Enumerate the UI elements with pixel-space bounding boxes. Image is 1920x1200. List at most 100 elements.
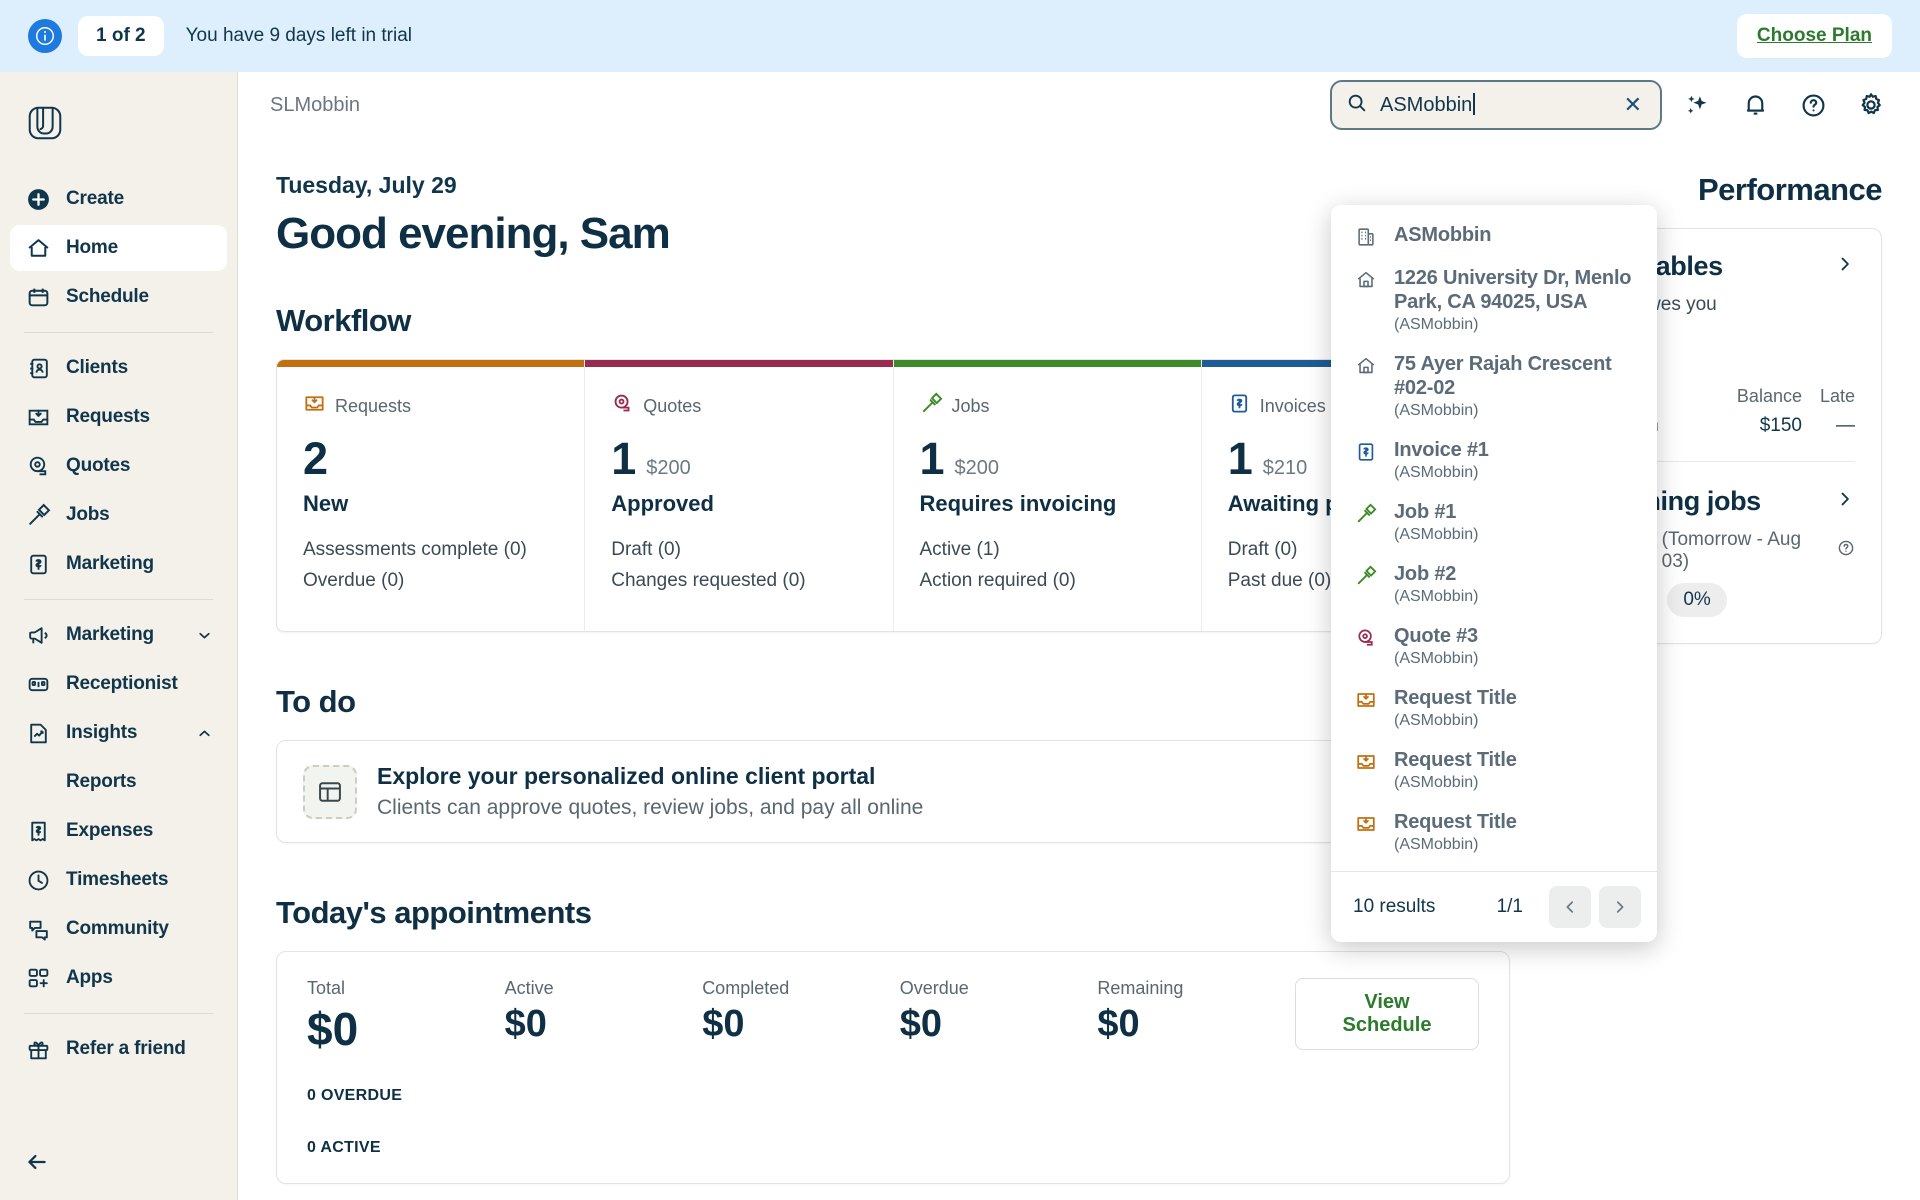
search-result-item[interactable]: Job #2 (ASMobbin)	[1331, 553, 1657, 615]
choose-plan-button[interactable]: Choose Plan	[1736, 14, 1892, 58]
help-circle-icon[interactable]	[1837, 539, 1855, 563]
sidebar-item-invoices[interactable]: Marketing	[10, 541, 227, 587]
todo-description: Clients can approve quotes, review jobs,…	[377, 796, 924, 819]
result-subtitle: (ASMobbin)	[1394, 774, 1479, 791]
chevron-up-icon[interactable]	[196, 725, 213, 742]
card-sub-line[interactable]: Past due (0)	[1227, 570, 1332, 591]
app-logo[interactable]	[0, 86, 237, 173]
card-count: 2	[303, 433, 329, 484]
stat-value: $0	[899, 1003, 943, 1045]
sidebar-item-label: Community	[66, 918, 169, 939]
sidebar-item-home[interactable]: Home	[10, 225, 227, 271]
search-result-item[interactable]: Request Title (ASMobbin)	[1331, 801, 1657, 863]
clock-icon	[24, 866, 52, 894]
sidebar-item-label: Receptionist	[66, 673, 178, 694]
card-label: Invoices	[1259, 395, 1326, 416]
result-subtitle: (ASMobbin)	[1394, 464, 1479, 481]
sidebar-item-community[interactable]: Community	[10, 906, 227, 952]
card-sub-line[interactable]: Draft (0)	[611, 539, 681, 560]
sidebar-item-requests[interactable]: Requests	[10, 394, 227, 440]
workflow-card-requests[interactable]: Requests 2 New Assessments complete (0) …	[277, 360, 586, 631]
stat-label: Remaining	[1097, 978, 1184, 998]
card-count: 1	[1227, 433, 1253, 484]
search-result-item[interactable]: Job #1 (ASMobbin)	[1331, 491, 1657, 553]
sidebar-item-label: Create	[66, 188, 124, 209]
hammer-icon	[24, 501, 52, 529]
search-result-item[interactable]: Invoice #1 (ASMobbin)	[1331, 429, 1657, 491]
tape-measure-icon	[1353, 624, 1379, 649]
home-icon	[24, 234, 52, 262]
search-result-item[interactable]: 1226 University Dr, Menlo Park, CA 94025…	[1331, 257, 1657, 343]
result-title: 1226 University Dr, Menlo Park, CA 94025…	[1394, 267, 1632, 313]
ai-sparkle-icon[interactable]	[1674, 82, 1720, 128]
chevron-right-icon[interactable]	[1835, 254, 1855, 279]
chevron-down-icon[interactable]	[196, 627, 213, 644]
sidebar-item-marketing[interactable]: Marketing Marketing	[10, 612, 227, 658]
sidebar-item-label: Expenses	[66, 820, 154, 841]
sidebar-item-refer-a-friend[interactable]: Refer a friend	[10, 1026, 227, 1072]
sidebar-item-create[interactable]: Create	[10, 176, 227, 222]
appointment-stat-completed: Completed $0	[702, 978, 900, 1045]
search-result-item[interactable]: ASMobbin	[1331, 205, 1657, 257]
card-sub-line[interactable]: Draft (0)	[1227, 539, 1298, 560]
card-sub-line[interactable]: Action required (0)	[919, 570, 1076, 591]
search-result-item[interactable]: Quote #3 (ASMobbin)	[1331, 615, 1657, 677]
text-caret	[1473, 93, 1475, 115]
result-subtitle: (ASMobbin)	[1394, 650, 1479, 667]
column-header-late: Late	[1819, 386, 1855, 406]
search-result-item[interactable]: 75 Ayer Rajah Crescent #02-02 (ASMobbin)	[1331, 343, 1657, 429]
sidebar-item-apps[interactable]: Apps	[10, 955, 227, 1001]
greeting-heading: Good evening, Sam	[276, 209, 671, 258]
sidebar-item-label: Reports	[66, 771, 137, 792]
sidebar-item-reports[interactable]: Reports	[10, 759, 227, 805]
sidebar-divider	[24, 1013, 213, 1014]
sidebar-item-expenses[interactable]: Expenses	[10, 808, 227, 854]
next-page-button[interactable]	[1599, 886, 1641, 928]
hammer-icon	[920, 392, 943, 420]
appointments-section-title: Today's appointments	[276, 895, 592, 930]
result-title: Job #1	[1394, 501, 1457, 523]
sidebar-item-jobs[interactable]: Jobs	[10, 492, 227, 538]
sidebar-item-label: Timesheets	[66, 869, 169, 890]
help-circle-icon[interactable]	[1790, 82, 1836, 128]
property-home-icon	[1353, 352, 1379, 377]
trial-step-counter: 1 of 2	[78, 16, 164, 56]
todo-card[interactable]: Explore your personalized online client …	[276, 740, 1510, 843]
card-count: 1	[611, 433, 637, 484]
stat-value: $0	[307, 1003, 359, 1055]
workflow-card-quotes[interactable]: Quotes 1 $200 Approved Draft (0) Changes…	[585, 360, 894, 631]
card-sub-line[interactable]: Active (1)	[919, 539, 1000, 560]
panel-divider	[1571, 461, 1855, 462]
collapse-sidebar-button[interactable]	[24, 1149, 50, 1180]
card-sub-line[interactable]: Overdue (0)	[303, 570, 405, 591]
prev-page-button[interactable]	[1549, 886, 1591, 928]
search-result-item[interactable]: Request Title (ASMobbin)	[1331, 677, 1657, 739]
sidebar-item-insights[interactable]: Insights	[10, 710, 227, 756]
close-icon[interactable]: ✕	[1623, 92, 1642, 117]
search-result-item[interactable]: Request Title (ASMobbin)	[1331, 739, 1657, 801]
sidebar-item-clients[interactable]: Clients	[10, 345, 227, 391]
sidebar-item-receptionist[interactable]: Receptionist	[10, 661, 227, 707]
chevron-right-icon[interactable]	[1835, 489, 1855, 514]
view-schedule-button[interactable]: View Schedule	[1294, 978, 1479, 1050]
stat-value: $0	[702, 1003, 745, 1045]
card-sub-line[interactable]: Changes requested (0)	[611, 570, 806, 591]
gear-icon[interactable]	[1848, 82, 1894, 128]
appointment-stat-overdue: Overdue $0	[900, 978, 1098, 1045]
sidebar-item-quotes[interactable]: Quotes	[10, 443, 227, 489]
sidebar-item-schedule[interactable]: Schedule	[10, 274, 227, 320]
search-input[interactable]: ASMobbin ✕	[1330, 80, 1662, 130]
card-sub-line[interactable]: Assessments complete (0)	[303, 539, 527, 560]
workflow-card-jobs[interactable]: Jobs 1 $200 Requires invoicing Active (1…	[893, 360, 1202, 631]
card-label: Jobs	[951, 395, 990, 416]
stat-label: Completed	[702, 978, 790, 998]
trial-message: You have 9 days left in trial	[185, 25, 413, 46]
stat-label: Overdue	[899, 978, 969, 998]
sidebar-divider	[24, 332, 213, 333]
hammer-icon	[1353, 500, 1379, 525]
result-subtitle: (ASMobbin)	[1394, 836, 1479, 853]
sidebar-item-timesheets[interactable]: Timesheets	[10, 857, 227, 903]
result-subtitle: (ASMobbin)	[1394, 588, 1479, 605]
tape-measure-icon	[24, 452, 52, 480]
bell-icon[interactable]	[1732, 82, 1778, 128]
